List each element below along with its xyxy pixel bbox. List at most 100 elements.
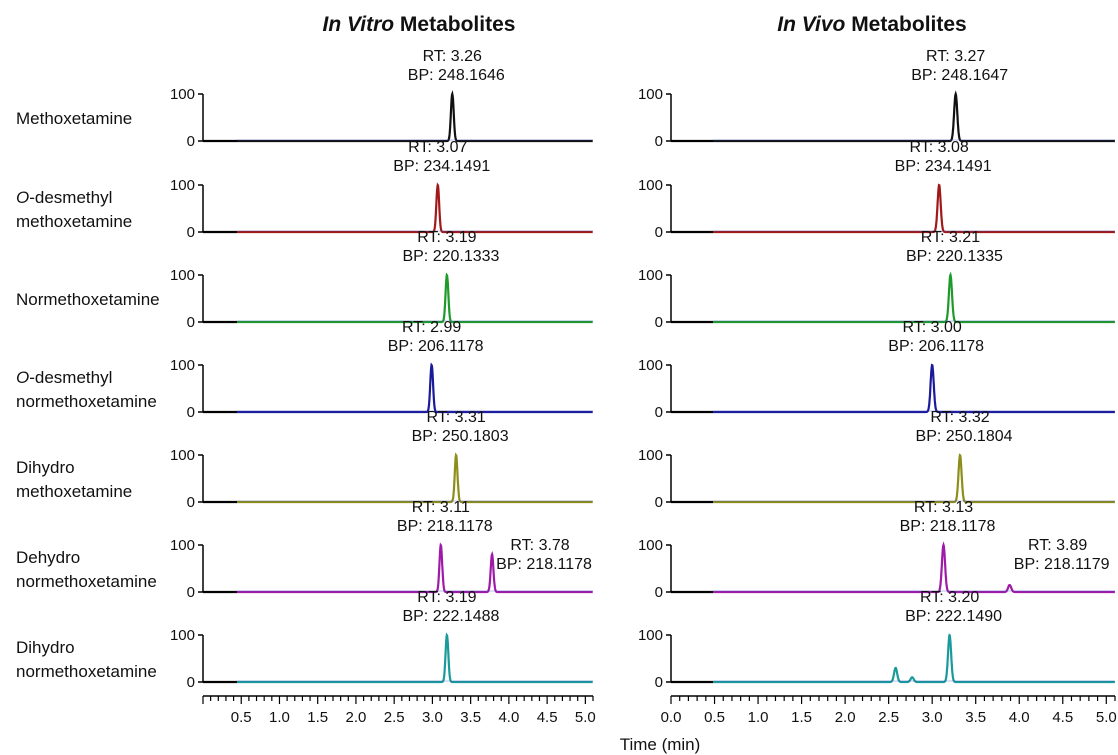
x-tick-label: 4.5 bbox=[1052, 709, 1073, 726]
x-axes: 0.5 1.0 1.5 2.0 2.5 3.0 3.5 4.0 4.5 5.0 0.0 0.5 1.0 1… bbox=[202, 695, 1117, 726]
x-tick-label: 1.5 bbox=[307, 709, 328, 726]
peak-rt-label: RT: 3.21 bbox=[921, 229, 980, 246]
chromatogram-trace bbox=[237, 632, 593, 684]
x-tick-label: 4.5 bbox=[537, 709, 558, 726]
compound-label: Normethoxetamine bbox=[16, 290, 160, 309]
compound-label: Dihydro bbox=[16, 458, 75, 477]
y-tick-label: 0 bbox=[187, 584, 195, 601]
y-tick-label: 0 bbox=[655, 314, 663, 331]
chromatogram-trace bbox=[237, 452, 593, 504]
peak-rt-label: RT: 2.99 bbox=[402, 319, 461, 336]
compound-label: methoxetamine bbox=[16, 482, 132, 501]
y-tick-label: 100 bbox=[638, 177, 663, 194]
peak-rt-label: RT: 3.31 bbox=[426, 409, 485, 426]
compound-label: O-desmethyl bbox=[16, 368, 112, 387]
compound-label-text: -desmethyl bbox=[29, 188, 112, 207]
chromatogram-trace bbox=[713, 633, 1115, 684]
compound-label: normethoxetamine bbox=[16, 572, 157, 591]
x-tick-label: 2.5 bbox=[384, 709, 405, 726]
y-tick-label: 100 bbox=[170, 627, 195, 644]
y-tick-label: 100 bbox=[638, 447, 663, 464]
chromatogram-trace bbox=[237, 362, 593, 414]
peak-bp-label: BP: 220.1335 bbox=[906, 248, 1003, 265]
y-tick-label: 100 bbox=[638, 537, 663, 554]
peak-annotations: RT: 3.26 BP: 248.1646 RT: 3.27 BP: 248.1647… bbox=[388, 48, 1110, 625]
compound-label: Methoxetamine bbox=[16, 109, 132, 128]
x-tick-label: 3.0 bbox=[922, 709, 943, 726]
compound-label-text: Normethoxetamine bbox=[16, 290, 160, 309]
chromatogram-trace bbox=[713, 271, 1115, 324]
compound-label: Dehydro bbox=[16, 548, 80, 567]
peak-bp-label: BP: 220.1333 bbox=[402, 248, 499, 265]
peak-rt-label: RT: 3.00 bbox=[903, 319, 962, 336]
y-tick-label: 0 bbox=[187, 674, 195, 691]
x-tick-label: 5.0 bbox=[1096, 709, 1117, 726]
peak-bp-label: BP: 218.1178 bbox=[397, 518, 493, 535]
y-tick-label: 0 bbox=[655, 133, 663, 150]
compound-label-text: methoxetamine bbox=[16, 482, 132, 501]
peak-rt-label: RT: 3.13 bbox=[914, 499, 973, 516]
y-tick-label: 0 bbox=[187, 133, 195, 150]
peak-bp-label: BP: 250.1803 bbox=[412, 428, 509, 445]
chromatogram-trace bbox=[713, 363, 1115, 414]
panel-title-in-vivo: In Vivo Metabolites bbox=[777, 13, 966, 36]
peak-bp-label: BP: 234.1491 bbox=[393, 158, 490, 175]
y-tick-label: 100 bbox=[170, 357, 195, 374]
x-tick-label: 0.0 bbox=[661, 709, 682, 726]
y-tick-label: 0 bbox=[655, 494, 663, 511]
x-tick-label: 2.5 bbox=[878, 709, 899, 726]
y-tick-label: 100 bbox=[170, 447, 195, 464]
peak-bp-label: BP: 248.1646 bbox=[408, 67, 505, 84]
chromatogram-trace bbox=[713, 90, 1115, 143]
chromatogram-trace bbox=[237, 182, 593, 234]
compound-label-text: normethoxetamine bbox=[16, 662, 157, 681]
peak-rt-label: RT: 3.32 bbox=[930, 409, 989, 426]
compound-label-text: normethoxetamine bbox=[16, 572, 157, 591]
x-tick-label: 1.0 bbox=[269, 709, 290, 726]
peak-bp-label: BP: 222.1490 bbox=[905, 608, 1002, 625]
compound-label-italic: O bbox=[16, 188, 29, 207]
peak-bp-label: BP: 234.1491 bbox=[895, 158, 992, 175]
peak-bp-label: BP: 218.1178 bbox=[496, 556, 592, 573]
peak-rt-label: RT: 3.19 bbox=[417, 589, 476, 606]
y-tick-label: 0 bbox=[655, 674, 663, 691]
compound-label-text: methoxetamine bbox=[16, 212, 132, 231]
compound-label-italic: O bbox=[16, 368, 29, 387]
peak-rt-label: RT: 3.78 bbox=[510, 537, 569, 554]
peak-rt-label: RT: 3.89 bbox=[1028, 537, 1087, 554]
y-tick-label: 100 bbox=[638, 86, 663, 103]
y-tick-label: 0 bbox=[187, 314, 195, 331]
x-tick-label: 0.5 bbox=[231, 709, 252, 726]
y-tick-label: 0 bbox=[655, 404, 663, 421]
chromatogram-trace bbox=[713, 183, 1115, 234]
x-tick-label: 2.0 bbox=[835, 709, 856, 726]
x-tick-label: 1.0 bbox=[748, 709, 769, 726]
peak-rt-label: RT: 3.20 bbox=[920, 589, 979, 606]
peak-rt-label: RT: 3.19 bbox=[417, 229, 476, 246]
compound-labels: MethoxetamineO-desmethylmethoxetamineNor… bbox=[16, 109, 160, 681]
chromatogram-traces: 100 0 100 0 100 0 100 0 100 0 100 0 100 0 100 0 100 0 100 0… bbox=[170, 86, 1115, 691]
peak-rt-label: RT: 3.08 bbox=[909, 139, 968, 156]
peak-bp-label: BP: 218.1178 bbox=[900, 518, 996, 535]
y-tick-label: 0 bbox=[655, 224, 663, 241]
compound-label-text: Dihydro bbox=[16, 638, 75, 657]
y-tick-label: 100 bbox=[638, 627, 663, 644]
x-axis-label: Time (min) bbox=[620, 735, 701, 754]
chromatogram-trace bbox=[237, 542, 593, 594]
peak-bp-label: BP: 206.1178 bbox=[388, 338, 484, 355]
compound-label: normethoxetamine bbox=[16, 662, 157, 681]
chromatogram-trace bbox=[237, 272, 593, 324]
y-tick-label: 0 bbox=[655, 584, 663, 601]
y-tick-label: 0 bbox=[187, 494, 195, 511]
compound-label: methoxetamine bbox=[16, 212, 132, 231]
compound-label: Dihydro bbox=[16, 638, 75, 657]
x-tick-label: 2.0 bbox=[346, 709, 367, 726]
x-tick-label: 3.5 bbox=[460, 709, 481, 726]
x-tick-label: 4.0 bbox=[498, 709, 519, 726]
y-tick-label: 100 bbox=[170, 177, 195, 194]
chromatogram-trace bbox=[237, 90, 593, 143]
x-tick-label: 3.5 bbox=[965, 709, 986, 726]
peak-bp-label: BP: 222.1488 bbox=[402, 608, 499, 625]
y-tick-label: 100 bbox=[170, 537, 195, 554]
y-tick-label: 100 bbox=[638, 267, 663, 284]
